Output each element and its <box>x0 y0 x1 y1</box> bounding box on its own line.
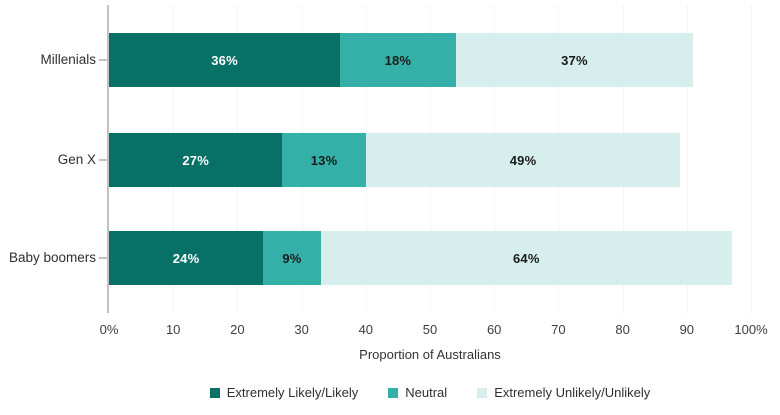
axis-tick <box>99 159 107 161</box>
bar-segment: 27% <box>109 133 283 187</box>
legend-label: Extremely Unlikely/Unlikely <box>494 385 651 400</box>
gridline <box>686 5 688 313</box>
bar-value-label: 36% <box>211 52 238 68</box>
y-axis-line <box>107 5 109 313</box>
bar-segment: 18% <box>340 33 456 87</box>
bar-value-label: 9% <box>282 250 302 266</box>
bar-segment: 49% <box>365 133 681 187</box>
bar-segment: 36% <box>109 33 341 87</box>
bar-row: 24% 9% 64% <box>109 231 751 285</box>
bar-value-label: 37% <box>561 52 588 68</box>
bar-value-label: 64% <box>512 250 540 266</box>
legend-swatch <box>388 387 399 398</box>
category-label: Millenials <box>40 52 96 67</box>
bar-row: 36% 18% 37% <box>109 33 751 87</box>
bar-value-label: 49% <box>509 152 537 168</box>
legend-swatch <box>477 387 488 398</box>
axis-tick <box>99 59 107 61</box>
bar-value-label: 13% <box>310 152 338 168</box>
bar-segment: 9% <box>263 231 321 285</box>
bar-value-label: 27% <box>182 152 209 168</box>
legend-item: Extremely Likely/Likely <box>209 385 359 400</box>
x-tick-label: 60 <box>486 322 502 337</box>
axis-tick <box>99 257 107 259</box>
x-tick-label: 30 <box>294 322 309 337</box>
bar-segment: 13% <box>282 133 366 187</box>
legend-swatch <box>209 387 220 398</box>
bar-segment: 24% <box>109 231 264 285</box>
bar-segment: 64% <box>320 231 732 285</box>
x-tick-label: 40 <box>358 322 374 337</box>
bar-value-label: 24% <box>172 250 200 266</box>
x-tick-label: 20 <box>230 322 245 337</box>
x-tick-label: 100% <box>734 322 768 337</box>
legend-label: Extremely Likely/Likely <box>226 385 359 400</box>
plot-area: 36% 18% 37% 27% 13% 49% 24% 9% 64% <box>109 5 752 313</box>
x-tick-label: 10 <box>165 322 181 337</box>
gridline <box>751 5 752 313</box>
category-label: Gen X <box>57 152 96 167</box>
bar-row: 27% 13% 49% <box>109 133 751 187</box>
x-tick-label: 0% <box>99 322 119 337</box>
x-axis-title: Proportion of Australians <box>359 347 501 362</box>
bar-segment: 37% <box>455 33 694 87</box>
bar-value-label: 18% <box>384 52 412 68</box>
legend: Extremely Likely/Likely Neutral Extremely … <box>109 385 751 400</box>
category-label: Baby boomers <box>8 250 96 265</box>
legend-label: Neutral <box>405 385 448 400</box>
x-tick-label: 70 <box>551 322 566 337</box>
x-tick-label: 50 <box>422 322 438 337</box>
legend-item: Extremely Unlikely/Unlikely <box>477 385 650 400</box>
legend-item: Neutral <box>388 385 447 400</box>
x-tick-label: 80 <box>615 322 630 337</box>
x-tick-label: 90 <box>679 322 695 337</box>
